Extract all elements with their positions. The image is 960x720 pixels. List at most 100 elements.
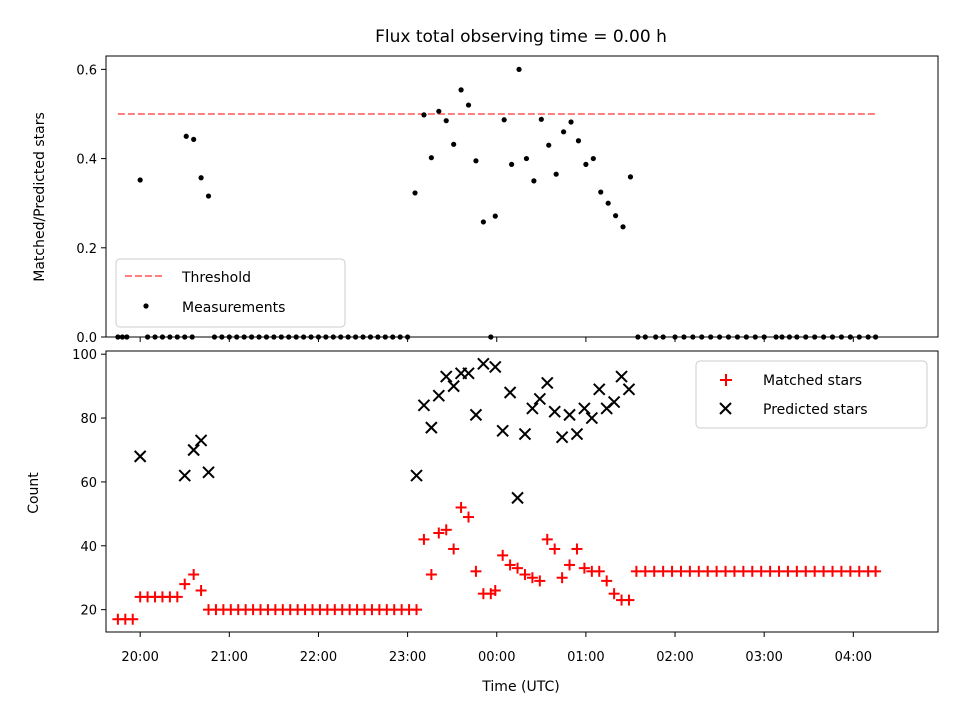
matched-star-point bbox=[418, 533, 430, 545]
top-x-ticks bbox=[139, 337, 854, 342]
x-tick-label: 03:00 bbox=[745, 650, 782, 665]
matched-star-point bbox=[448, 543, 460, 555]
predicted-star-stroke bbox=[440, 370, 453, 383]
predicted-star-point bbox=[607, 395, 621, 409]
measurement-point bbox=[509, 161, 515, 167]
matched-star-point bbox=[608, 588, 620, 600]
matched-star-point bbox=[489, 584, 501, 596]
measurement-point bbox=[465, 102, 472, 108]
top-legend: Threshold Measurements bbox=[115, 258, 346, 328]
measurement-point bbox=[421, 112, 427, 118]
predicted-star-stroke bbox=[578, 402, 591, 415]
bottom-legend-box bbox=[695, 360, 928, 429]
matched-star-point bbox=[440, 524, 452, 536]
measurement-point bbox=[473, 158, 479, 164]
predicted-star-stroke bbox=[469, 408, 483, 422]
measurement-point bbox=[137, 177, 143, 183]
predicted-star-stroke bbox=[541, 376, 554, 390]
measurement-point bbox=[198, 175, 204, 181]
matched-star-point bbox=[425, 569, 437, 581]
predicted-star-point bbox=[417, 399, 431, 412]
measurement-point bbox=[546, 142, 552, 148]
predicted-star-point bbox=[187, 443, 200, 457]
legend-measurements-label: Measurements bbox=[182, 300, 285, 316]
x-tick-label: 20:00 bbox=[121, 650, 158, 665]
x-tick-label: 00:00 bbox=[478, 650, 515, 665]
measurement-point bbox=[183, 133, 189, 139]
predicted-star-point bbox=[533, 392, 547, 406]
top-ytick-label: 0.0 bbox=[76, 331, 97, 346]
measurement-point bbox=[501, 117, 507, 123]
matched-star-point bbox=[171, 591, 183, 603]
matched-star-point bbox=[556, 572, 568, 584]
predicted-star-stroke bbox=[526, 402, 539, 415]
measurement-point bbox=[627, 174, 634, 180]
measurement-point bbox=[523, 155, 530, 162]
measurement-point bbox=[428, 155, 434, 161]
measurement-point bbox=[613, 213, 619, 219]
legend-predicted-swatch bbox=[719, 402, 732, 415]
matched-star-point bbox=[534, 575, 546, 587]
legend-threshold-label: Threshold bbox=[181, 270, 251, 286]
measurement-point bbox=[205, 193, 212, 199]
measurement-point bbox=[531, 178, 537, 184]
predicted-star-stroke bbox=[178, 469, 191, 482]
predicted-star-point bbox=[194, 434, 208, 447]
predicted-star-stroke bbox=[563, 408, 576, 422]
x-tick-label: 01:00 bbox=[567, 650, 604, 665]
predicted-star-stroke bbox=[511, 491, 524, 505]
matched-star-point bbox=[593, 565, 605, 577]
measurement-point bbox=[575, 138, 582, 144]
matched-star-point bbox=[433, 527, 445, 539]
predicted-star-stroke bbox=[533, 392, 547, 406]
predicted-star-point bbox=[563, 408, 576, 422]
bottom-y-axis-label: Count bbox=[26, 472, 42, 514]
predicted-star-stroke bbox=[503, 386, 517, 399]
x-tick-label: 21:00 bbox=[211, 650, 248, 665]
bottom-ytick-label: 60 bbox=[80, 476, 97, 491]
predicted-star-point bbox=[503, 386, 517, 399]
measurement-point bbox=[458, 87, 464, 93]
bottom-panel: 20 40 60 80 100 20:00 21:00 22:00 23:00 00:00 01:… bbox=[26, 348, 939, 695]
predicted-star-point bbox=[447, 379, 460, 393]
predicted-star-stroke bbox=[425, 421, 438, 434]
bottom-x-ticks: 20:00 21:00 22:00 23:00 00:00 01:00 02:00 03:00… bbox=[121, 632, 872, 665]
predicted-star-point bbox=[425, 421, 438, 434]
bottom-ytick-label: 40 bbox=[80, 540, 97, 555]
top-ytick-label: 0.2 bbox=[76, 242, 97, 257]
predicted-star-point bbox=[496, 424, 509, 438]
predicted-star-stroke bbox=[133, 450, 147, 463]
predicted-star-stroke bbox=[194, 434, 208, 447]
legend-predicted-label: Predicted stars bbox=[763, 402, 868, 418]
matched-star-point bbox=[127, 613, 139, 625]
measurement-point bbox=[191, 136, 197, 143]
matched-star-point bbox=[497, 549, 509, 561]
predicted-star-stroke bbox=[615, 370, 628, 383]
predicted-star-point bbox=[489, 360, 502, 374]
measurement-point bbox=[480, 219, 486, 225]
top-axes-frame bbox=[105, 55, 939, 338]
predicted-star-stroke bbox=[417, 399, 431, 412]
predicted-star-point bbox=[511, 491, 524, 505]
predicted-star-stroke bbox=[607, 395, 621, 409]
matched-star-point bbox=[188, 569, 200, 581]
bottom-axes-frame bbox=[105, 350, 939, 633]
predicted-star-stroke bbox=[548, 405, 561, 418]
measurement-point bbox=[412, 190, 418, 196]
matched-star-point bbox=[411, 604, 423, 616]
matched-star-point bbox=[564, 559, 576, 571]
measurement-point bbox=[583, 161, 589, 167]
predicted-star-point bbox=[202, 466, 215, 479]
measurement-point bbox=[605, 200, 611, 206]
legend-measurements-swatch bbox=[143, 303, 149, 309]
bottom-y-ticks: 20 40 60 80 100 bbox=[72, 348, 106, 619]
measurement-point bbox=[516, 66, 522, 72]
predicted-star-stroke bbox=[555, 431, 569, 444]
chart-title: Flux total observing time = 0.00 h bbox=[375, 27, 667, 47]
matched-star-point bbox=[519, 569, 531, 581]
measurement-point bbox=[598, 189, 604, 195]
legend-matched-swatch bbox=[720, 374, 732, 386]
top-panel: 0.0 0.2 0.4 0.6 Matched/Predicted stars Thr… bbox=[32, 55, 939, 346]
predicted-star-point bbox=[178, 469, 191, 482]
